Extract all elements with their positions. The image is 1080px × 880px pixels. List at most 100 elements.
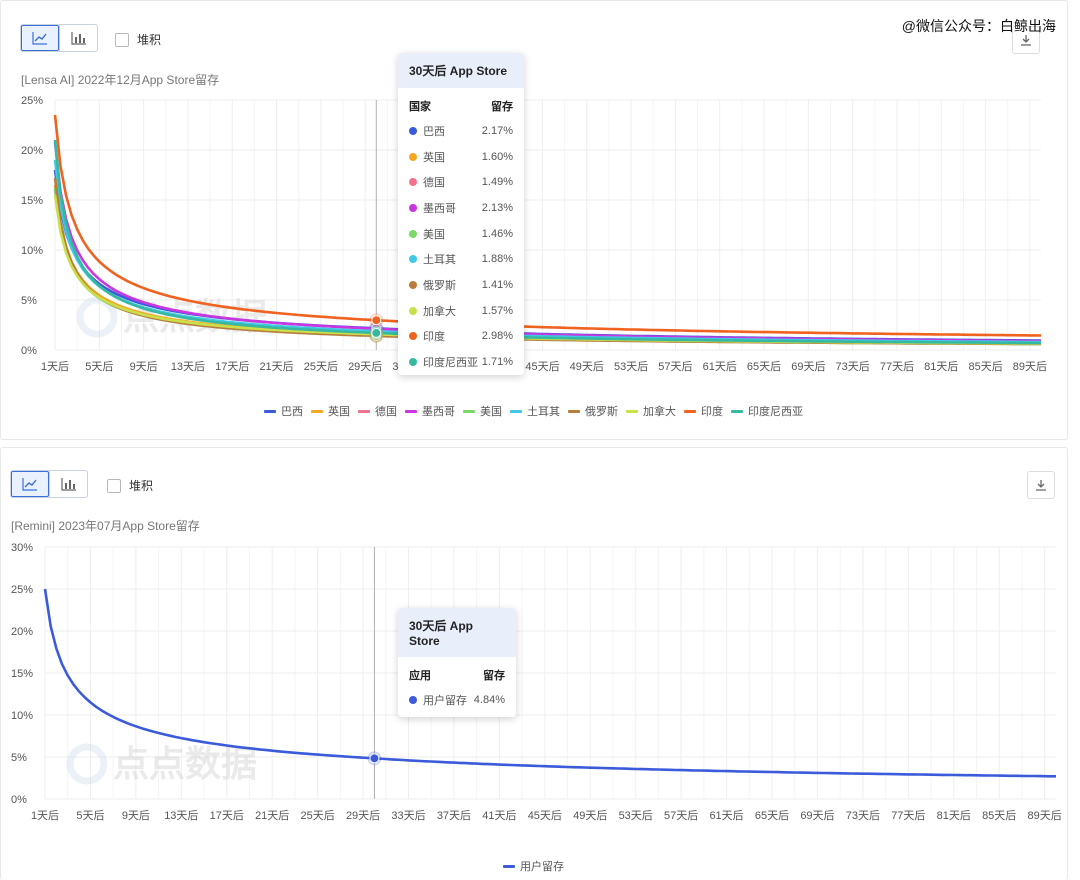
legend-swatch <box>568 409 580 413</box>
tooltip-row-value: 2.98% <box>481 330 513 343</box>
x-tick-label: 45天后 <box>528 809 562 822</box>
x-tick-label: 45天后 <box>525 360 559 373</box>
x-tick-label: 29天后 <box>348 360 382 373</box>
legend-item[interactable]: 用户留存 <box>503 858 564 874</box>
x-tick-label: 33天后 <box>391 809 425 822</box>
series-dot-icon <box>409 332 417 341</box>
download-button[interactable] <box>1027 471 1055 499</box>
legend-item[interactable]: 俄罗斯 <box>568 403 618 419</box>
line-chart-button[interactable] <box>11 471 49 497</box>
legend-item[interactable]: 印度 <box>684 403 723 419</box>
x-tick-label: 13天后 <box>164 809 198 822</box>
legend-label: 墨西哥 <box>422 406 455 418</box>
remini-retention-chart: 0% 5% 10% 15% 20% 25% 30% 1天后 5天后 9天后 13天后 17天后 21天后… <box>11 542 1062 822</box>
series-dot-icon <box>409 152 417 161</box>
tooltip-rows: 巴西 2.17% 英国 1.60% 德国 1.49% 墨西哥 2.13% 美国 1.46% 土耳其 1… <box>398 118 524 375</box>
legend-label: 巴西 <box>281 406 303 418</box>
highlight-point[interactable] <box>371 327 382 338</box>
series-dot-icon <box>409 280 417 289</box>
highlight-point[interactable] <box>371 315 382 326</box>
stack-checkbox[interactable]: 堆积 <box>107 477 153 494</box>
legend-item[interactable]: 加拿大 <box>626 403 676 419</box>
tooltip-row: 德国 1.49% <box>398 169 524 195</box>
tooltip-row: 美国 1.46% <box>398 221 524 247</box>
checkbox-box[interactable] <box>107 478 121 493</box>
legend-swatch <box>264 409 276 413</box>
x-tick-label: 53天后 <box>619 809 653 822</box>
y-tick-label: 20% <box>21 145 43 157</box>
legend-item[interactable]: 美国 <box>463 403 502 419</box>
x-tick-label: 17天后 <box>215 360 249 373</box>
x-tick-label: 65天后 <box>747 360 781 373</box>
x-tick-label: 5天后 <box>85 360 113 373</box>
download-button[interactable] <box>1012 26 1040 54</box>
legend-label: 加拿大 <box>643 406 676 418</box>
remini-chart-panel: 堆积 [Remini] 2023年07月App Store留存 0% 5% 10% 1… <box>0 447 1068 880</box>
tooltip-row-value: 1.60% <box>481 150 513 163</box>
legend-item[interactable]: 墨西哥 <box>405 403 455 419</box>
series-dot-icon <box>409 358 417 367</box>
y-tick-label: 30% <box>11 542 33 554</box>
tooltip-row-value: 1.71% <box>481 356 513 369</box>
legend-label: 美国 <box>480 406 502 418</box>
x-tick-label: 57天后 <box>664 809 698 822</box>
legend-label: 德国 <box>375 406 397 418</box>
legend-swatch <box>311 409 323 413</box>
x-tick-label: 29天后 <box>346 809 380 822</box>
x-tick-label: 17天后 <box>210 809 244 822</box>
chart-legend: 用户留存 <box>503 858 572 874</box>
x-tick-label: 13天后 <box>171 360 205 373</box>
series-line <box>53 139 1041 345</box>
tooltip-col-name: 应用 <box>409 670 431 682</box>
legend-label: 用户留存 <box>520 861 564 873</box>
legend-item[interactable]: 土耳其 <box>510 403 560 419</box>
x-tick-label: 65天后 <box>755 809 789 822</box>
legend-swatch <box>626 409 638 413</box>
x-tick-label: 5天后 <box>76 809 104 822</box>
highlight-point[interactable] <box>369 753 380 764</box>
chart-tooltip: 30天后 App Store 国家 留存 巴西 2.17% 英国 1.60% 德国 1.49… <box>398 53 524 375</box>
tooltip-title: 30天后 App Store <box>398 53 524 88</box>
x-tick-label: 77天后 <box>880 360 914 373</box>
tooltip-row-value: 2.13% <box>481 201 513 214</box>
line-chart-button[interactable] <box>21 25 59 51</box>
x-tick-label: 41天后 <box>482 809 516 822</box>
y-tick-label: 10% <box>11 710 33 722</box>
line-chart-icon <box>32 32 47 45</box>
legend-item[interactable]: 德国 <box>358 403 397 419</box>
tooltip-row-name: 俄罗斯 <box>423 279 456 292</box>
tooltip-row-value: 1.88% <box>481 253 513 266</box>
x-tick-label: 25天后 <box>304 360 338 373</box>
legend-label: 英国 <box>328 406 350 418</box>
legend-swatch <box>503 864 515 868</box>
x-tick-label: 49天后 <box>570 360 604 373</box>
x-tick-label: 21天后 <box>255 809 289 822</box>
tooltip-row: 墨西哥 2.13% <box>398 195 524 221</box>
x-tick-label: 61天后 <box>703 360 737 373</box>
stack-label: 堆积 <box>137 33 162 47</box>
y-tick-label: 15% <box>11 668 33 680</box>
chart-subtitle: [Remini] 2023年07月App Store留存 <box>11 519 200 533</box>
x-tick-label: 53天后 <box>614 360 648 373</box>
y-tick-label: 0% <box>11 794 27 806</box>
stack-label: 堆积 <box>129 479 154 493</box>
tooltip-col-name: 国家 <box>409 101 431 113</box>
x-tick-label: 9天后 <box>122 809 150 822</box>
bar-chart-button[interactable] <box>59 25 97 51</box>
tooltip-row-name: 用户留存 <box>423 694 467 707</box>
series-dot-icon <box>409 695 417 704</box>
lensa-retention-chart: 0% 5% 10% 15% 20% 25% 1天后 5天后 9天后 13天后 17天后 21天后 25天… <box>21 95 1047 373</box>
legend-swatch <box>358 409 370 413</box>
tooltip-row-value: 1.41% <box>481 278 513 291</box>
legend-item[interactable]: 英国 <box>311 403 350 419</box>
series-dot-icon <box>409 255 417 264</box>
legend-item[interactable]: 巴西 <box>264 403 303 419</box>
bar-chart-button[interactable] <box>49 471 87 497</box>
y-tick-label: 20% <box>11 626 33 638</box>
tooltip-row: 巴西 2.17% <box>398 118 524 144</box>
stack-checkbox[interactable]: 堆积 <box>115 31 161 48</box>
watermark-logo-text: 点点数据 <box>113 743 257 784</box>
legend-item[interactable]: 印度尼西亚 <box>731 403 803 419</box>
y-tick-label: 15% <box>21 195 43 207</box>
checkbox-box[interactable] <box>115 32 129 47</box>
